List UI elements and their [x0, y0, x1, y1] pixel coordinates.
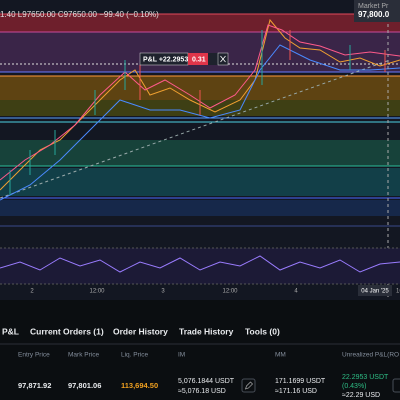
unrealized-pnl: 22.2953 USDT — [342, 374, 389, 381]
x-label: 16 — [396, 289, 400, 295]
x-cursor-label: 04 Jan '25 — [361, 289, 389, 295]
reverse-button[interactable] — [208, 53, 218, 65]
column-header: MM — [275, 352, 286, 359]
pnl-qty-box — [188, 53, 208, 65]
tab[interactable]: P&L — [2, 326, 19, 336]
market-label: Market Pr — [358, 3, 389, 10]
ohlc: 1.40 L97650.00 C97650.00 −99.40 (−0.10%) — [0, 10, 159, 19]
mm-usd: ≈171.16 USD — [275, 388, 317, 395]
x-label: 12:00 — [89, 289, 105, 295]
unrealized-usd: ≈22.29 USD — [342, 392, 380, 399]
level-lines — [0, 13, 400, 227]
tab[interactable]: Current Orders (1) — [30, 326, 104, 336]
x-cursor-box — [358, 285, 392, 296]
column-header: Unrealized P&L(RO — [342, 352, 399, 359]
candles — [139, 30, 386, 115]
zone-band — [0, 200, 400, 216]
unrealized-pct: (0.43%) — [342, 383, 367, 390]
x-label: 3 — [161, 289, 165, 295]
candles — [9, 30, 351, 195]
entry-price: 97,871.92 — [18, 381, 51, 390]
edit-button[interactable] — [241, 378, 256, 393]
rsi-bg — [0, 248, 400, 284]
mm: 171.1699 USDT — [275, 378, 326, 385]
ma-line — [0, 18, 400, 191]
x-label: 12:00 — [222, 289, 238, 295]
x-label: 2 — [30, 289, 34, 295]
tab[interactable]: Tools (0) — [245, 326, 280, 336]
close-icon — [220, 55, 226, 63]
edit-icon — [244, 381, 253, 390]
liq-price: 113,694.50 — [121, 381, 158, 390]
band-line — [0, 44, 400, 201]
price-line — [0, 24, 400, 181]
column-header: Entry Price — [18, 352, 50, 359]
market-price: 97,800.0 — [358, 10, 390, 19]
zone-band — [0, 32, 400, 72]
tab[interactable]: Trade History — [179, 326, 234, 336]
market-box — [354, 0, 400, 22]
column-header: IM — [178, 352, 185, 359]
zone-band — [0, 140, 400, 166]
im: 5,076.1844 USDT — [178, 378, 235, 385]
mark-price: 97,801.06 — [68, 381, 101, 390]
zone-band — [0, 168, 400, 196]
pnl-tag-text: P&L +22.2953 — [143, 56, 188, 63]
column-header: Mark Price — [68, 352, 99, 359]
tab[interactable]: Order History — [113, 326, 168, 336]
im-usd: ≈5,076.18 USD — [178, 388, 226, 395]
pnl-qty: 0.31 — [192, 56, 206, 63]
column-header: Liq. Price — [121, 352, 148, 359]
trend-line — [0, 59, 391, 199]
x-label: 4 — [294, 289, 298, 295]
rsi — [0, 255, 400, 273]
zone-band — [0, 14, 400, 32]
positions-panel — [0, 308, 400, 400]
